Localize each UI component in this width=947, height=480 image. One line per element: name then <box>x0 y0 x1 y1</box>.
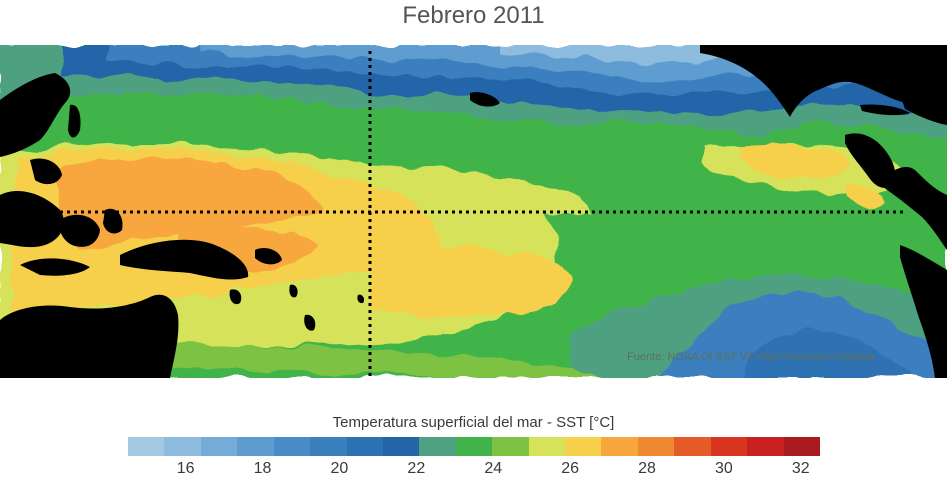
colorbar-swatch <box>674 437 711 456</box>
colorbar-swatch <box>273 437 311 456</box>
colorbar-ticks: 16 18 20 22 24 26 28 30 32 <box>0 460 947 480</box>
data-source-note: Fuente: NOAA OI SST V2 High Resolution D… <box>627 351 876 363</box>
colorbar-swatch <box>346 437 383 456</box>
colorbar-label: Temperatura superficial del mar - SST [°… <box>332 414 615 431</box>
colorbar-tick-label: 26 <box>561 460 579 477</box>
colorbar-swatch <box>747 437 784 456</box>
land-masses <box>0 45 947 378</box>
reference-lines <box>60 51 905 378</box>
colorbar-swatch <box>128 437 165 456</box>
sst-map <box>0 45 947 378</box>
colorbar-tick-label: 20 <box>330 460 349 477</box>
colorbar-tick-label: 18 <box>253 460 272 477</box>
colorbar-swatch <box>455 437 493 456</box>
colorbar-swatch <box>492 437 529 456</box>
colorbar-tick-label: 28 <box>638 460 656 477</box>
colorbar-tick-label: 22 <box>407 460 426 477</box>
colorbar-tick-label: 16 <box>176 460 195 477</box>
colorbar <box>128 437 821 456</box>
colorbar-swatch <box>565 437 602 456</box>
colorbar-swatch <box>528 437 566 456</box>
colorbar-tick-label: 30 <box>714 460 733 477</box>
colorbar-tick-label: 24 <box>484 460 503 477</box>
colorbar-swatch <box>637 437 675 456</box>
colorbar-swatch <box>419 437 456 456</box>
colorbar-swatch <box>382 437 420 456</box>
colorbar-swatch <box>237 437 274 456</box>
colorbar-swatch <box>783 437 821 456</box>
colorbar-tick-label: 32 <box>791 460 810 477</box>
map-title: Febrero 2011 <box>402 2 545 29</box>
colorbar-swatch <box>310 437 347 456</box>
colorbar-swatch <box>164 437 201 456</box>
colorbar-swatch <box>601 437 638 456</box>
colorbar-swatch <box>710 437 748 456</box>
colorbar-swatch <box>200 437 238 456</box>
